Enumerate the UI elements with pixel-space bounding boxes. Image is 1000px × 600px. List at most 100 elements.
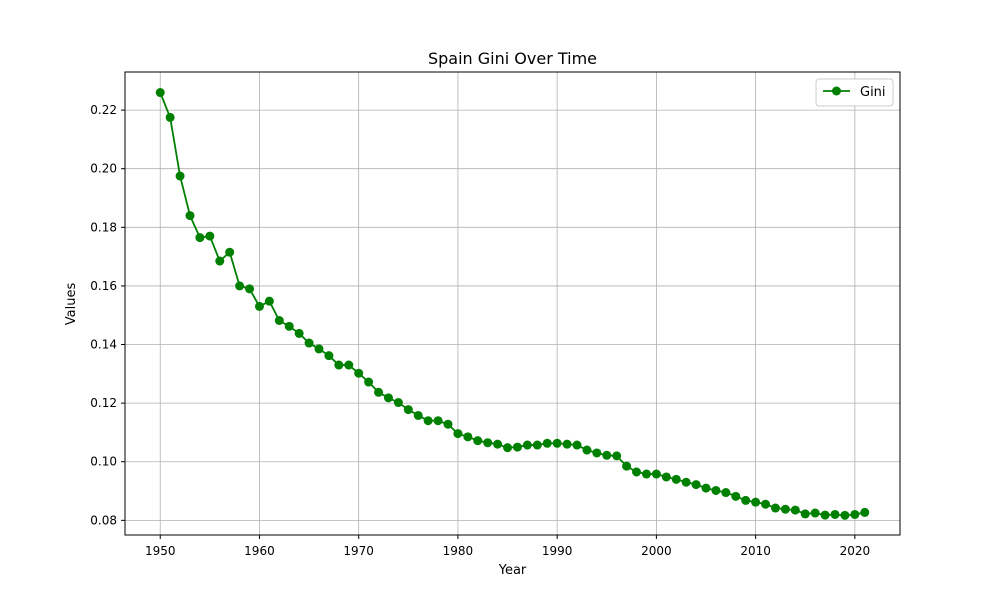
x-tick-label: 1960 bbox=[244, 544, 275, 558]
y-tick-label: 0.08 bbox=[90, 513, 117, 527]
data-point bbox=[195, 233, 205, 243]
y-tick-label: 0.10 bbox=[90, 455, 117, 469]
data-point bbox=[423, 416, 433, 426]
data-point bbox=[165, 112, 175, 122]
data-point bbox=[780, 504, 790, 514]
data-point bbox=[641, 469, 651, 479]
x-tick-label: 1990 bbox=[542, 544, 573, 558]
data-point bbox=[175, 171, 185, 181]
data-point bbox=[205, 231, 215, 241]
data-point bbox=[850, 509, 860, 519]
data-point bbox=[532, 440, 542, 450]
data-point bbox=[225, 247, 235, 257]
data-point bbox=[354, 368, 364, 378]
x-tick-label: 2010 bbox=[740, 544, 771, 558]
data-point bbox=[453, 429, 463, 439]
legend-box bbox=[815, 78, 894, 107]
data-point bbox=[155, 88, 165, 98]
data-point bbox=[185, 211, 195, 221]
y-tick-label: 0.12 bbox=[90, 396, 117, 410]
data-point bbox=[770, 503, 780, 513]
data-point bbox=[800, 509, 810, 519]
data-point bbox=[582, 445, 592, 455]
data-point bbox=[552, 438, 562, 448]
data-point bbox=[324, 351, 334, 361]
data-point bbox=[830, 509, 840, 519]
data-point bbox=[681, 477, 691, 487]
data-point bbox=[393, 398, 403, 408]
data-point bbox=[493, 439, 503, 449]
data-point bbox=[334, 360, 344, 370]
data-point bbox=[622, 461, 632, 471]
series-layer bbox=[155, 88, 870, 520]
data-point bbox=[443, 419, 453, 429]
data-point bbox=[741, 495, 751, 505]
data-point bbox=[503, 443, 513, 453]
data-point bbox=[463, 432, 473, 442]
data-point bbox=[512, 442, 522, 452]
data-point bbox=[840, 510, 850, 520]
y-tick-label: 0.22 bbox=[90, 103, 117, 117]
x-axis-label: Year bbox=[498, 563, 527, 578]
x-tick-label: 2020 bbox=[840, 544, 871, 558]
data-point bbox=[761, 499, 771, 509]
data-point bbox=[473, 436, 483, 446]
data-point bbox=[651, 469, 661, 479]
y-tick-label: 0.18 bbox=[90, 220, 117, 234]
plot-frame bbox=[124, 71, 901, 536]
data-point bbox=[602, 450, 612, 460]
data-point bbox=[562, 439, 572, 449]
data-point bbox=[751, 497, 761, 507]
data-point bbox=[810, 508, 820, 518]
x-tick-label: 1980 bbox=[443, 544, 474, 558]
legend: Gini bbox=[815, 78, 894, 107]
data-point bbox=[264, 296, 274, 306]
data-point bbox=[731, 491, 741, 501]
data-point bbox=[314, 344, 324, 354]
data-point bbox=[860, 507, 870, 517]
data-point bbox=[691, 480, 701, 490]
data-point bbox=[284, 321, 294, 331]
data-point bbox=[701, 483, 711, 493]
data-point bbox=[592, 448, 602, 458]
data-point bbox=[294, 328, 304, 338]
data-point bbox=[383, 393, 393, 403]
x-tick-label: 2000 bbox=[641, 544, 672, 558]
data-point bbox=[661, 472, 671, 482]
data-point bbox=[721, 488, 731, 498]
data-point bbox=[820, 510, 830, 520]
data-point bbox=[364, 377, 374, 387]
y-axis-label: Values bbox=[64, 283, 79, 326]
x-tick-label: 1970 bbox=[343, 544, 374, 558]
x-axis-ticks: 1950 1960 1970 1980 1990 2000 2010 2020 bbox=[145, 535, 870, 558]
data-point bbox=[215, 256, 225, 266]
data-point bbox=[413, 410, 423, 420]
data-point bbox=[483, 438, 493, 448]
y-tick-label: 0.20 bbox=[90, 162, 117, 176]
data-point bbox=[374, 387, 384, 397]
data-point bbox=[254, 301, 264, 311]
data-point bbox=[612, 451, 622, 461]
data-point bbox=[572, 440, 582, 450]
legend-marker-swatch bbox=[832, 86, 841, 96]
data-point bbox=[632, 467, 642, 477]
data-point bbox=[433, 416, 443, 426]
data-point bbox=[671, 474, 681, 484]
y-axis-ticks: 0.08 0.10 0.12 0.14 0.16 0.18 0.20 0.22 bbox=[90, 103, 125, 527]
data-point bbox=[522, 440, 532, 450]
data-point bbox=[790, 505, 800, 515]
data-point bbox=[542, 438, 552, 448]
data-point bbox=[403, 405, 413, 415]
data-point bbox=[304, 338, 314, 348]
data-point bbox=[711, 485, 721, 495]
data-point bbox=[274, 315, 284, 325]
data-point bbox=[235, 281, 245, 291]
data-point bbox=[245, 284, 255, 294]
grid bbox=[125, 72, 900, 535]
x-tick-label: 1950 bbox=[145, 544, 176, 558]
legend-label: Gini bbox=[860, 85, 886, 100]
y-tick-label: 0.14 bbox=[90, 338, 117, 352]
y-tick-label: 0.16 bbox=[90, 279, 117, 293]
chart-title: Spain Gini Over Time bbox=[428, 49, 597, 68]
